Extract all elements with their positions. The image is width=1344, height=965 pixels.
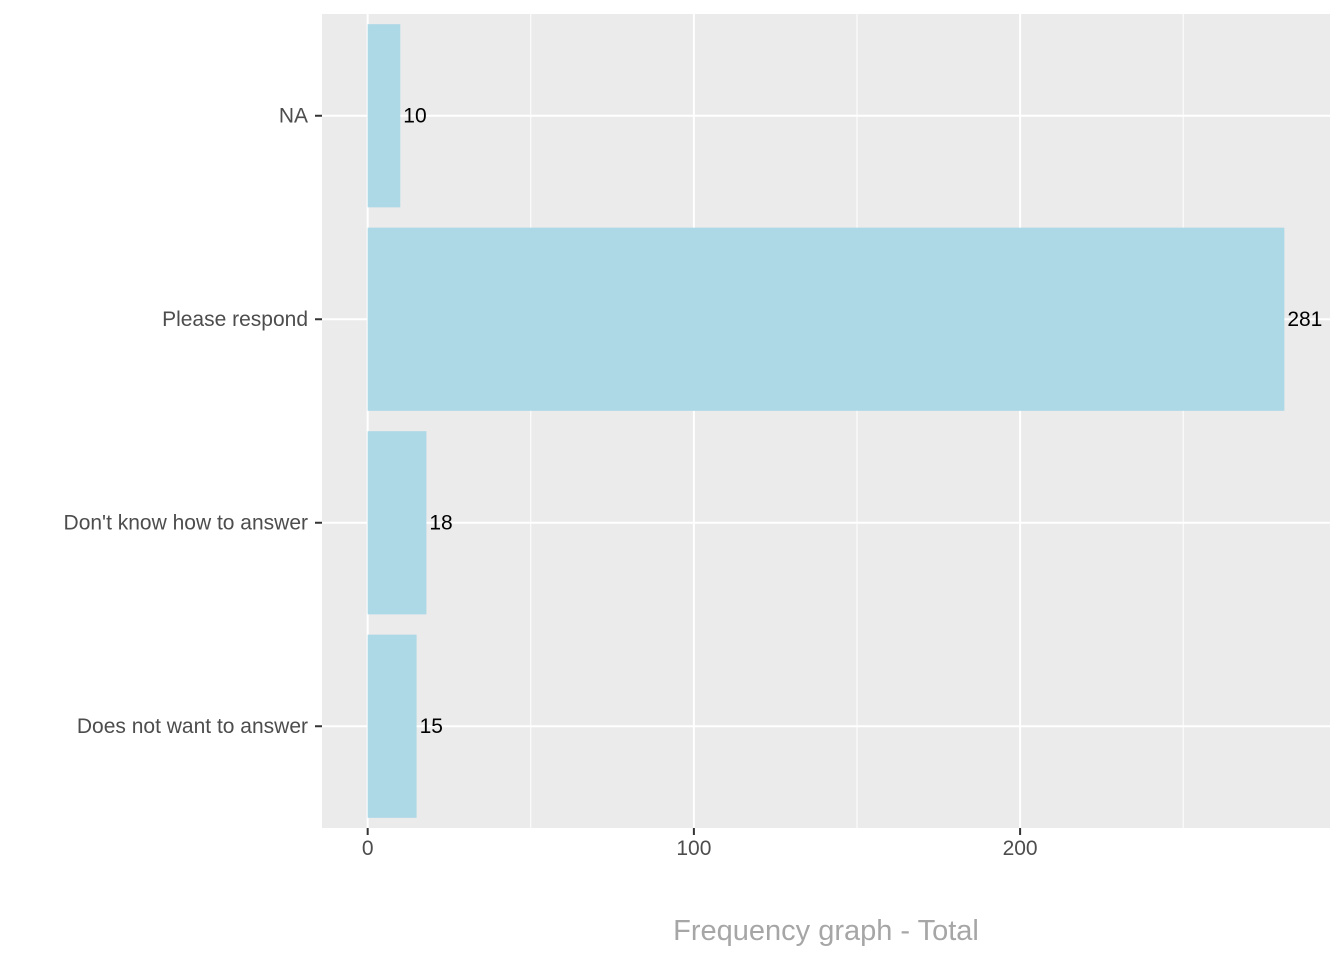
bar: [367, 431, 427, 615]
y-axis: NA Please respond Don't know how to answer…: [64, 104, 322, 738]
y-tick-label: NA: [279, 104, 308, 127]
bar: [367, 634, 417, 818]
bar: [367, 24, 401, 208]
data-labels: 10 281 18 15: [403, 104, 1322, 738]
y-tick-label: Don't know how to answer: [64, 511, 308, 534]
data-label: 18: [429, 511, 452, 534]
plot-panel: [322, 14, 1330, 828]
minor-gridlines: [530, 14, 1184, 828]
data-label: 15: [420, 715, 443, 738]
x-tick-label: 100: [676, 837, 711, 860]
x-tick-label: 200: [1003, 837, 1038, 860]
data-label: 10: [403, 104, 426, 127]
x-axis-title: Frequency graph - Total: [673, 915, 979, 947]
x-axis: 0 100 200: [362, 828, 1038, 860]
bars: [367, 24, 1285, 818]
bar: [367, 227, 1285, 411]
y-tick-label: Please respond: [162, 308, 308, 331]
x-tick-label: 0: [362, 837, 374, 860]
data-label: 281: [1287, 308, 1322, 331]
y-tick-label: Does not want to answer: [77, 715, 308, 738]
